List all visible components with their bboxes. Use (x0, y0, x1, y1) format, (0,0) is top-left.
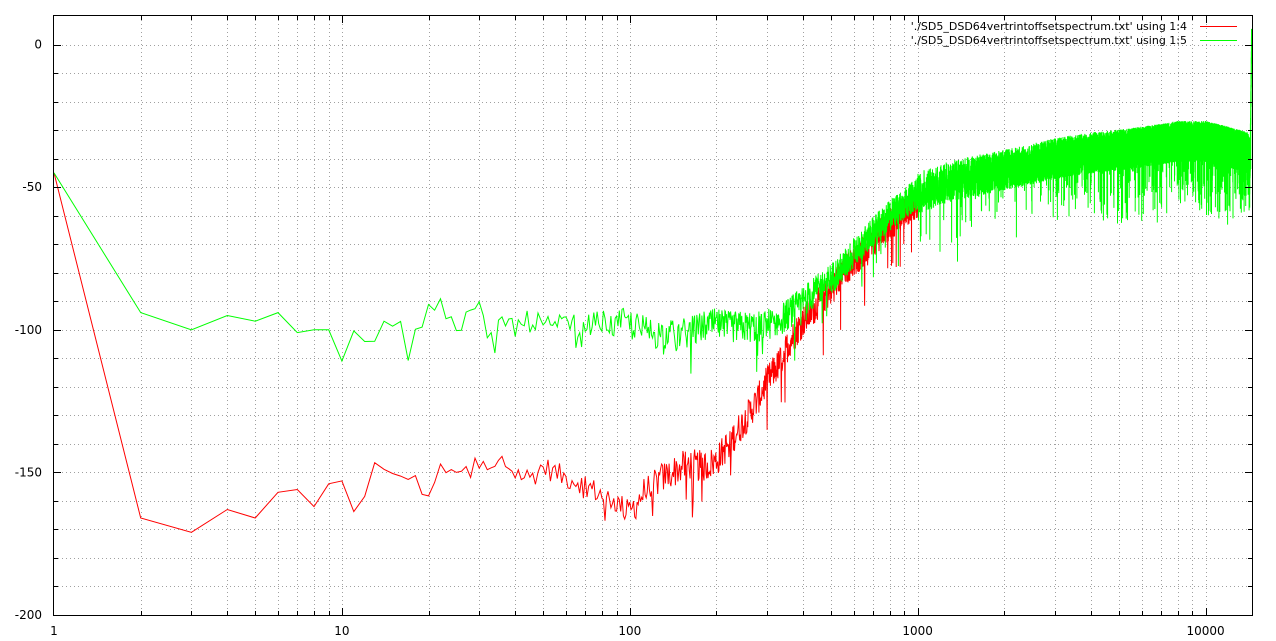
legend-label-1: './SD5_DSD64vertrintoffsetspectrum.txt' … (911, 20, 1187, 33)
x-tick-label: 100 (618, 624, 641, 638)
y-tick-label: -200 (15, 608, 42, 622)
legend-label-2: './SD5_DSD64vertrintoffsetspectrum.txt' … (911, 34, 1187, 47)
x-tick-label: 10000 (1186, 624, 1224, 638)
series-lines (53, 28, 1253, 533)
tick-marks (54, 16, 1252, 615)
y-tick-label: -150 (15, 465, 42, 479)
x-tick-label: 10 (334, 624, 349, 638)
x-tick-label: 1000 (902, 624, 933, 638)
x-tick-label: 1 (50, 624, 58, 638)
plot-frame (53, 15, 1253, 616)
y-tick-label: -100 (15, 323, 42, 337)
series-line-2 (53, 28, 1253, 374)
tick-labels: 0 -50 -100 -150 -200 1 10 100 1000 10000 (15, 38, 1225, 638)
legend: './SD5_DSD64vertrintoffsetspectrum.txt' … (911, 20, 1237, 47)
y-tick-label: -50 (22, 180, 42, 194)
y-tick-label: 0 (34, 38, 42, 52)
